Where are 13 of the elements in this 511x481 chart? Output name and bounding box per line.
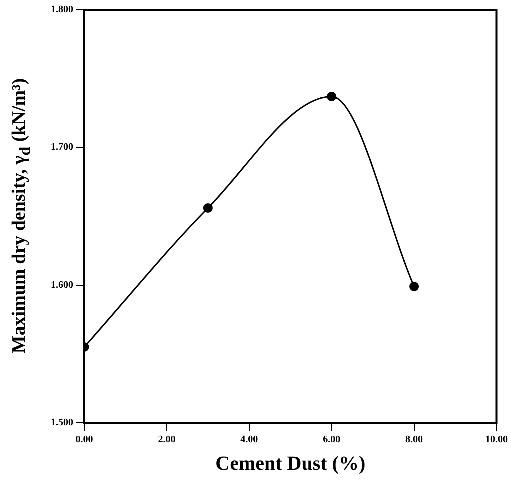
point xyxy=(327,92,337,102)
x-tick-label: 8.00 xyxy=(406,434,424,446)
x-tick-label: 2.00 xyxy=(158,434,176,446)
x-tick-label: 6.00 xyxy=(323,434,341,446)
x-tick-label: 0.00 xyxy=(76,434,94,446)
y-tick-label: 1.500 xyxy=(51,418,74,429)
y-tick-label: 1.800 xyxy=(51,4,74,16)
y-tick-label: 1.600 xyxy=(51,280,74,291)
point xyxy=(410,282,420,292)
x-tick-label: 10.00 xyxy=(486,434,508,446)
x-tick-label: 4.00 xyxy=(240,434,258,446)
y-tick-label: 1.700 xyxy=(51,142,74,154)
x-axis-title: Cement Dust (%) xyxy=(216,453,366,476)
